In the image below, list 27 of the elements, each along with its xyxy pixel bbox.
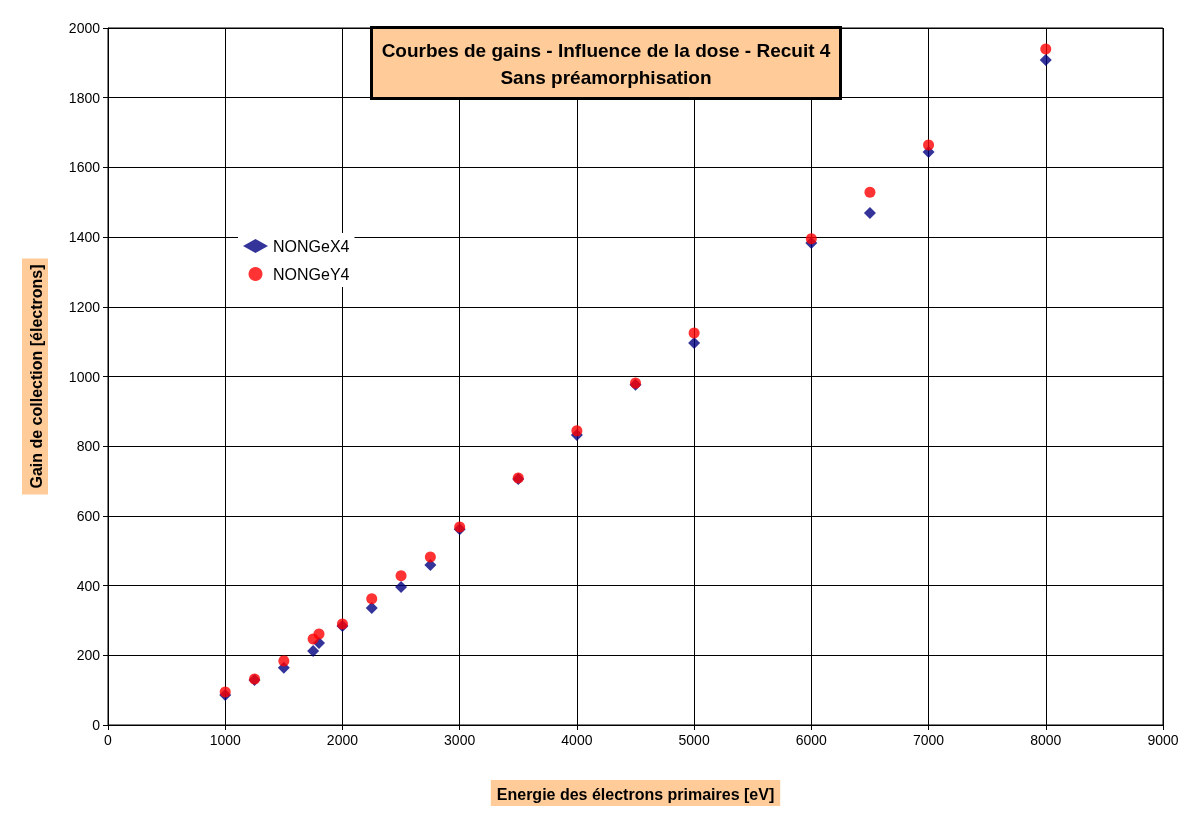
x-axis-title: Energie des électrons primaires [eV]: [496, 785, 775, 803]
x-tick-label: 2000: [326, 732, 359, 748]
x-tick-label: 4000: [561, 732, 593, 748]
y-tick-label: 800: [76, 438, 101, 455]
x-tick-label: 9000: [1147, 732, 1179, 748]
text: Sans préamorphisation: [500, 67, 712, 88]
legend-label: NONGeY4: [273, 265, 350, 283]
x-tick-label: 6000: [795, 732, 828, 748]
y-tick-label: 1000: [68, 368, 101, 385]
x-tick-label: 1000: [209, 732, 241, 748]
y-tick-label: 1600: [68, 159, 101, 176]
y-tick-label: 600: [76, 507, 101, 524]
legend-label: NONGeX4: [273, 237, 350, 255]
y-axis-title: Gain de collection [électrons]: [27, 264, 45, 489]
x-tick-label: 3000: [444, 732, 476, 748]
y-tick-label: 2000: [68, 20, 101, 36]
y-tick-label: 200: [76, 647, 101, 664]
y-tick-label: 1200: [68, 298, 101, 315]
text: Courbes de gains - Influence de la dose - Recuit 4: [381, 40, 831, 61]
x-tick-label: 7000: [912, 732, 945, 748]
y-tick-label: 1400: [68, 229, 101, 246]
y-tick-label: 0: [92, 717, 101, 733]
x-tick-label: 5000: [678, 732, 710, 748]
x-tick-label: 0: [104, 732, 113, 748]
y-tick-label: 400: [76, 577, 101, 594]
y-tick-label: 1800: [68, 89, 101, 106]
x-tick-label: 8000: [1030, 732, 1062, 748]
